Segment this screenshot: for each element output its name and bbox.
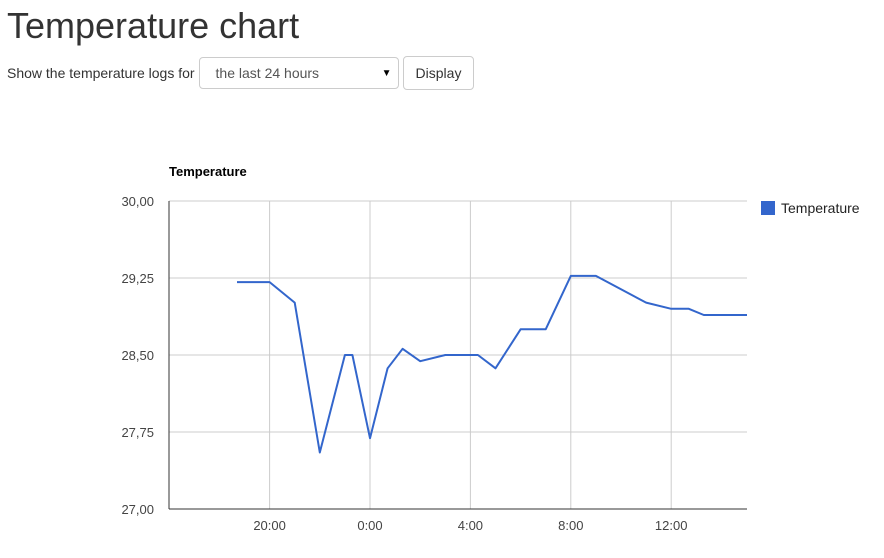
temperature-series-line xyxy=(237,274,747,454)
display-button[interactable]: Display xyxy=(402,56,475,90)
controls-row: Show the temperature logs for the last 2… xyxy=(7,56,475,90)
x-tick-label: 0:00 xyxy=(357,518,382,533)
range-select[interactable]: the last 24 hours ▼ xyxy=(198,57,399,89)
y-tick-label: 27,00 xyxy=(121,502,154,517)
legend-swatch xyxy=(761,201,775,215)
chart-title: Temperature xyxy=(169,164,247,179)
legend-label: Temperature xyxy=(781,200,860,216)
y-tick-label: 27,75 xyxy=(121,425,154,440)
y-tick-label: 28,50 xyxy=(121,348,154,363)
x-tick-label: 20:00 xyxy=(253,518,286,533)
x-tick-label: 12:00 xyxy=(655,518,688,533)
x-tick-label: 4:00 xyxy=(458,518,483,533)
y-tick-label: 30,00 xyxy=(121,194,154,209)
controls-label: Show the temperature logs for xyxy=(7,65,195,81)
range-select-value: the last 24 hours xyxy=(215,65,320,81)
page-title: Temperature chart xyxy=(7,5,300,46)
x-tick-label: 8:00 xyxy=(558,518,583,533)
chevron-down-icon: ▼ xyxy=(381,67,392,79)
y-tick-label: 29,25 xyxy=(121,271,154,286)
